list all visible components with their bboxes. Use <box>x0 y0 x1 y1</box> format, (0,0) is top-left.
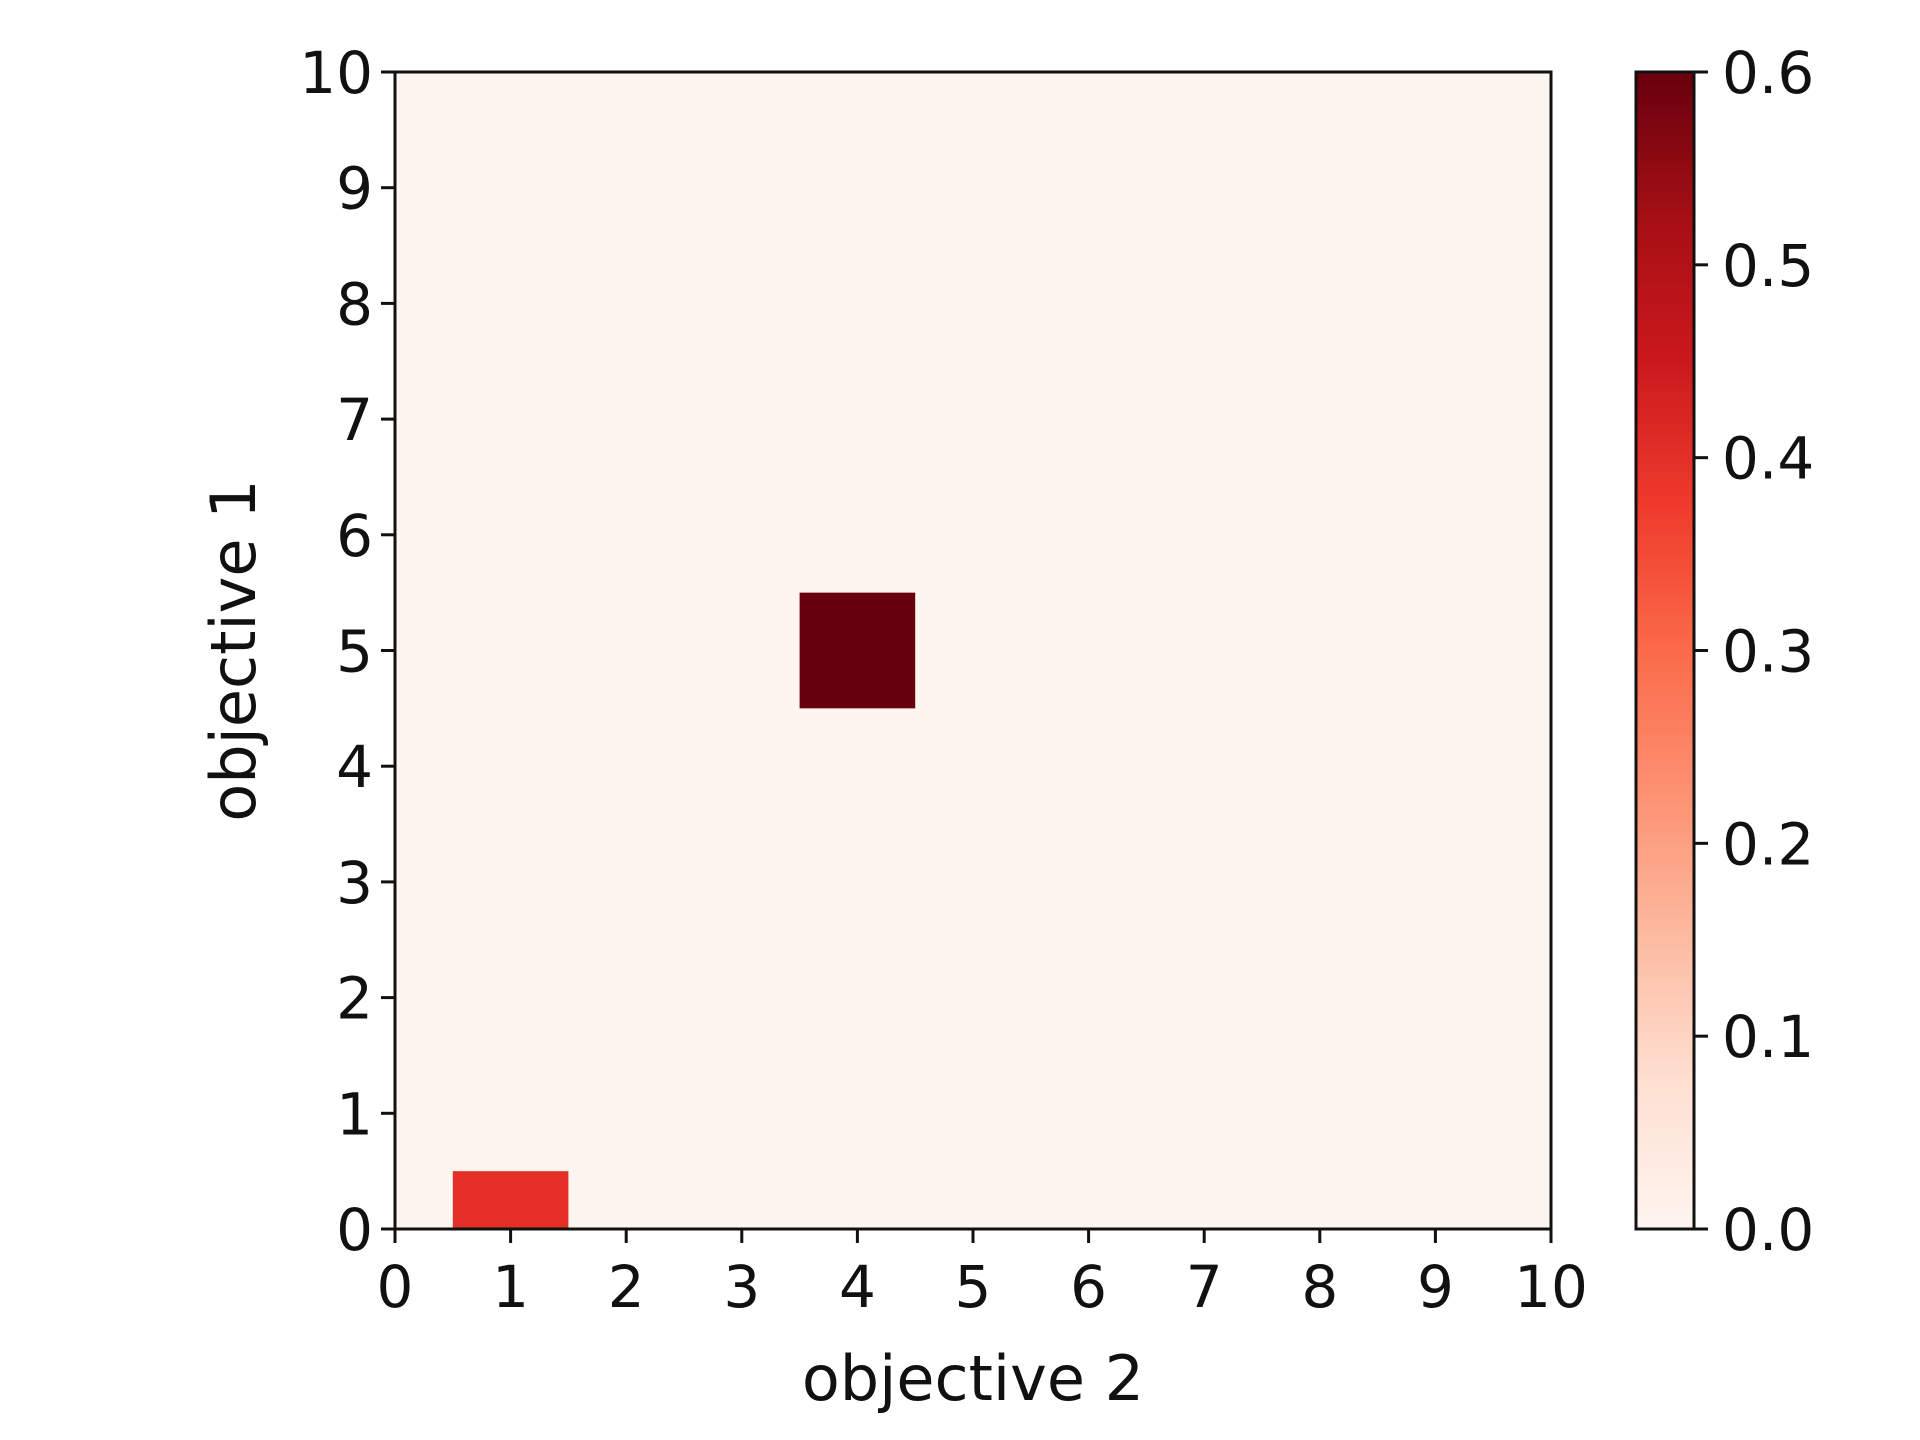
colorbar-tick-label: 0.4 <box>1722 425 1814 493</box>
y-tick-label: 5 <box>336 618 373 686</box>
y-tick-label: 4 <box>336 733 373 801</box>
y-tick-label: 8 <box>336 270 373 338</box>
colorbar-tick-label: 0.6 <box>1722 39 1814 107</box>
x-tick-label: 0 <box>377 1253 414 1321</box>
colorbar: 0.0 0.1 0.2 0.3 0.4 0.5 0.6 <box>1634 39 1814 1264</box>
heatmap-cell-0 <box>452 1171 569 1229</box>
x-tick-label: 5 <box>955 1253 992 1321</box>
x-axis-label: objective 2 <box>802 1342 1144 1415</box>
colorbar-tick-label: 0.1 <box>1722 1003 1814 1071</box>
colorbar-tick-label: 0.3 <box>1722 618 1814 686</box>
y-tick-label: 1 <box>336 1080 373 1148</box>
colorbar-tick-label: 0.2 <box>1722 810 1814 878</box>
y-tick-label: 2 <box>336 965 373 1033</box>
x-tick-label: 10 <box>1514 1253 1588 1321</box>
y-tick-label: 7 <box>336 386 373 454</box>
y-tick-label: 6 <box>336 502 373 570</box>
x-tick-label: 7 <box>1186 1253 1223 1321</box>
y-axis-label: objective 1 <box>197 479 270 821</box>
x-tick-label: 9 <box>1417 1253 1454 1321</box>
heatmap-cell-1 <box>799 592 916 709</box>
colorbar-tick-label: 0.0 <box>1722 1196 1814 1264</box>
x-tick-label: 2 <box>608 1253 645 1321</box>
y-tick-label: 10 <box>299 39 373 107</box>
y-tick-label: 3 <box>336 849 373 917</box>
y-tick-label: 9 <box>336 155 373 223</box>
y-tick-label: 0 <box>336 1196 373 1264</box>
x-tick-label: 6 <box>1070 1253 1107 1321</box>
colorbar-tick-label: 0.5 <box>1722 232 1814 300</box>
colorbar-gradient <box>1636 72 1694 1229</box>
plot-area: 0 1 2 3 4 5 6 7 8 9 10 0 1 2 3 4 5 6 7 8 9 10 <box>299 39 1588 1321</box>
x-tick-label: 1 <box>492 1253 529 1321</box>
x-tick-label: 3 <box>723 1253 760 1321</box>
heatmap-background <box>395 72 1551 1229</box>
x-tick-label: 8 <box>1301 1253 1338 1321</box>
x-tick-label: 4 <box>839 1253 876 1321</box>
